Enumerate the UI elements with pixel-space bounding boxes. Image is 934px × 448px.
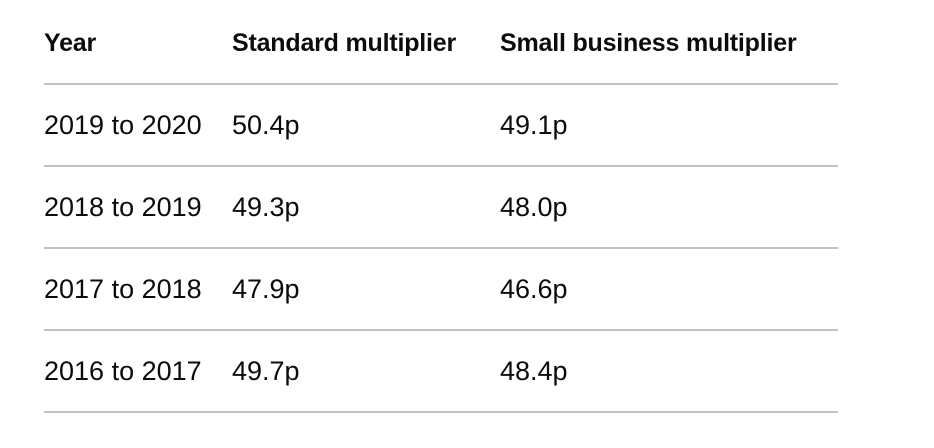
cell-year: 2019 to 2020 xyxy=(44,84,232,167)
header-row: Year Standard multiplier Small business … xyxy=(44,3,838,85)
table-row: 2016 to 2017 49.7p 48.4p xyxy=(44,330,838,413)
header-standard-multiplier: Standard multiplier xyxy=(232,3,500,85)
cell-small-business-multiplier: 46.6p xyxy=(500,248,838,331)
cell-standard-multiplier: 49.3p xyxy=(232,166,500,249)
table-row: 2017 to 2018 47.9p 46.6p xyxy=(44,248,838,331)
table-row: 2018 to 2019 49.3p 48.0p xyxy=(44,166,838,249)
header-small-business-multiplier: Small business multiplier xyxy=(500,3,838,85)
cell-standard-multiplier: 50.4p xyxy=(232,84,500,167)
multiplier-table: Year Standard multiplier Small business … xyxy=(44,3,838,413)
cell-small-business-multiplier: 48.4p xyxy=(500,330,838,413)
cell-standard-multiplier: 49.7p xyxy=(232,330,500,413)
table-row: 2019 to 2020 50.4p 49.1p xyxy=(44,84,838,167)
cell-year: 2016 to 2017 xyxy=(44,330,232,413)
cell-year: 2018 to 2019 xyxy=(44,166,232,249)
cell-standard-multiplier: 47.9p xyxy=(232,248,500,331)
header-year: Year xyxy=(44,3,232,85)
cell-year: 2017 to 2018 xyxy=(44,248,232,331)
table-body: 2019 to 2020 50.4p 49.1p 2018 to 2019 49… xyxy=(44,84,838,413)
multiplier-table-container: Year Standard multiplier Small business … xyxy=(44,3,838,413)
table-header: Year Standard multiplier Small business … xyxy=(44,3,838,85)
cell-small-business-multiplier: 49.1p xyxy=(500,84,838,167)
cell-small-business-multiplier: 48.0p xyxy=(500,166,838,249)
